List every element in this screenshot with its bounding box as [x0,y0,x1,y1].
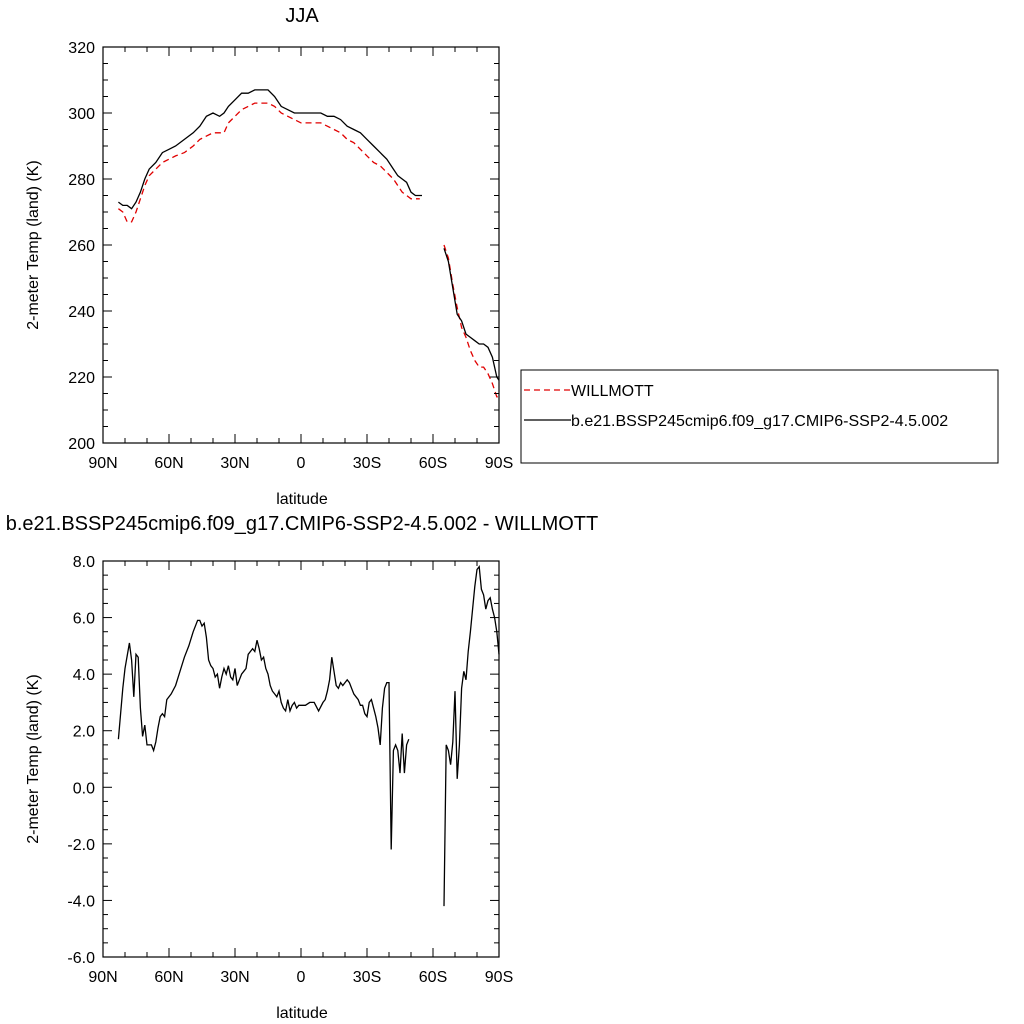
bottom-x-tick-label: 90N [88,969,117,986]
top-y-tick-label: 280 [68,172,95,189]
bottom-y-tick-label: 4.0 [73,667,95,684]
bottom-chart-title: b.e21.BSSP245cmip6.f09_g17.CMIP6-SSP2-4.… [6,513,599,535]
bottom-plot-frame [102,560,500,958]
top-y-tick-label: 260 [68,238,95,255]
bottom-axis-ticks: 90N 60N 30N 0 30S 60S 90S -6.0 -4.0 -2.0 0.0 2.0 4.0… [67,554,513,986]
bottom-x-tick-label: 60S [419,969,447,986]
bottom-y-tick-label: 0.0 [73,780,95,797]
top-x-tick-label: 60N [154,455,183,472]
top-series-b-e21-bssp245cmip6-f09-g17-cmip6-ssp2-4-5-002-line [443,248,500,381]
bottom-y-tick-label: -4.0 [67,893,95,910]
top-x-tick-label: 60S [419,455,447,472]
bottom-y-tick-label: -6.0 [67,950,95,967]
top-series-willmott-line [443,244,499,398]
top-y-tick-label: 220 [68,370,95,387]
bottom-chart: b.e21.BSSP245cmip6.f09_g17.CMIP6-SSP2-4.… [6,513,599,1022]
top-x-tick-label: 30S [353,455,381,472]
top-series-b-e21-bssp245cmip6-f09-g17-cmip6-ssp2-4-5-002-line [118,89,422,210]
top-plot-frame [102,46,500,444]
bottom-y-tick-label: 8.0 [73,554,95,571]
bottom-series-difference-line [443,565,500,907]
top-axis-ticks: 90N 60N 30N 0 30S 60S 90S 200 220 240 260 280 300 320 [68,40,513,472]
top-y-tick-label: 240 [68,304,95,321]
bottom-plot-area [117,565,500,907]
legend: WILLMOTT b.e21.BSSP245cmip6.f09_g17.CMIP… [520,369,999,464]
bottom-y-tick-label: 2.0 [73,724,95,741]
top-x-tick-label: 30N [220,455,249,472]
top-plot-area [118,89,500,398]
top-chart: JJA 90N 60N 30N 0 30S 60S 90S 200 220 240 260 280 30… [25,5,999,508]
legend-label-model: b.e21.BSSP245cmip6.f09_g17.CMIP6-SSP2-4.… [571,413,948,430]
bottom-x-axis-label: latitude [276,1005,328,1022]
top-y-axis-label: 2-meter Temp (land) (K) [25,160,42,330]
bottom-x-tick-label: 0 [297,969,306,986]
top-x-tick-label: 90S [485,455,513,472]
top-chart-title: JJA [285,5,319,27]
top-x-axis-label: latitude [276,491,328,508]
top-y-tick-label: 200 [68,436,95,453]
top-x-tick-label: 0 [297,455,306,472]
bottom-y-tick-label: 6.0 [73,611,95,628]
bottom-x-tick-label: 30S [353,969,381,986]
top-y-tick-label: 320 [68,40,95,57]
bottom-series-difference-line [117,619,410,850]
bottom-x-tick-label: 90S [485,969,513,986]
top-series-willmott-line [118,102,420,223]
legend-box [520,369,999,464]
top-y-tick-label: 300 [68,106,95,123]
bottom-x-tick-label: 60N [154,969,183,986]
top-x-tick-label: 90N [88,455,117,472]
legend-label-willmott: WILLMOTT [571,383,654,400]
bottom-y-tick-label: -2.0 [67,837,95,854]
bottom-y-axis-label: 2-meter Temp (land) (K) [25,674,42,844]
bottom-x-tick-label: 30N [220,969,249,986]
